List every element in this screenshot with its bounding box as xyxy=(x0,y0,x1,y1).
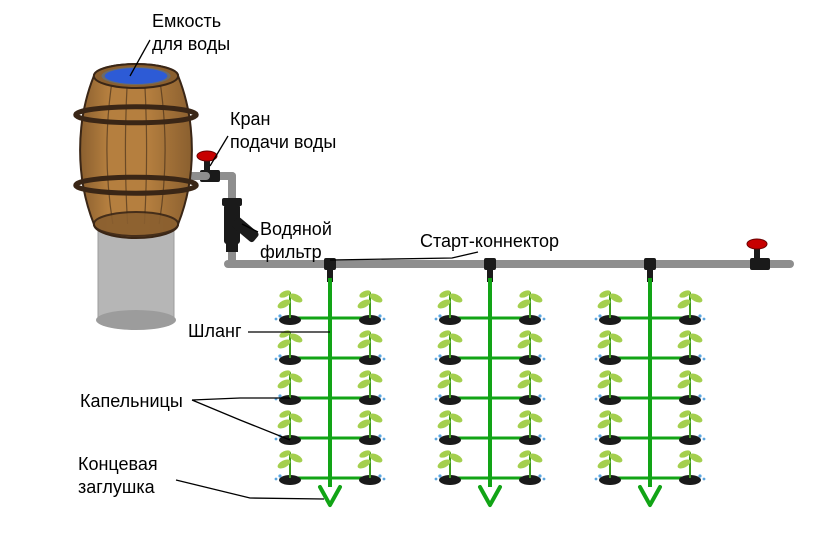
plant xyxy=(516,409,545,445)
plant xyxy=(516,449,545,485)
plant xyxy=(676,449,705,485)
label-connector: Старт-коннектор xyxy=(420,230,559,253)
plant xyxy=(676,409,705,445)
plant xyxy=(275,369,304,405)
water-filter xyxy=(222,198,260,252)
drip-hose-row xyxy=(290,278,370,505)
leader-line xyxy=(192,400,290,440)
plant xyxy=(435,449,464,485)
leader-line xyxy=(330,252,478,260)
plant xyxy=(435,289,464,325)
plant xyxy=(435,409,464,445)
plant xyxy=(595,449,624,485)
end-plug-arrow xyxy=(480,487,500,505)
plant xyxy=(516,369,545,405)
plant xyxy=(676,289,705,325)
stand-base xyxy=(96,310,176,330)
label-filter: Водяной фильтр xyxy=(260,218,332,263)
label-tank: Емкость для воды xyxy=(152,10,230,55)
plant xyxy=(595,289,624,325)
plant xyxy=(356,289,385,325)
drip-hose-row xyxy=(610,278,690,505)
plant xyxy=(435,369,464,405)
end-valve xyxy=(747,239,770,270)
label-end-plug: Концевая заглушка xyxy=(78,453,158,498)
plant xyxy=(275,289,304,325)
plant xyxy=(275,329,304,365)
plant xyxy=(356,449,385,485)
plant xyxy=(595,409,624,445)
label-hose: Шланг xyxy=(188,320,242,343)
plant xyxy=(595,329,624,365)
water-barrel xyxy=(76,64,197,238)
plant xyxy=(676,329,705,365)
plant xyxy=(435,329,464,365)
plant xyxy=(595,369,624,405)
end-plug-arrow xyxy=(640,487,660,505)
leader-line xyxy=(210,136,228,166)
label-drippers: Капельницы xyxy=(80,390,183,413)
label-valve: Кран подачи воды xyxy=(230,108,336,153)
plant xyxy=(356,369,385,405)
plant xyxy=(516,329,545,365)
drip-hose-row xyxy=(450,278,530,505)
leader-line xyxy=(176,480,324,499)
plant xyxy=(356,409,385,445)
plant xyxy=(275,449,304,485)
plant xyxy=(676,369,705,405)
plant xyxy=(356,329,385,365)
plant xyxy=(516,289,545,325)
end-plug-arrow xyxy=(320,487,340,505)
